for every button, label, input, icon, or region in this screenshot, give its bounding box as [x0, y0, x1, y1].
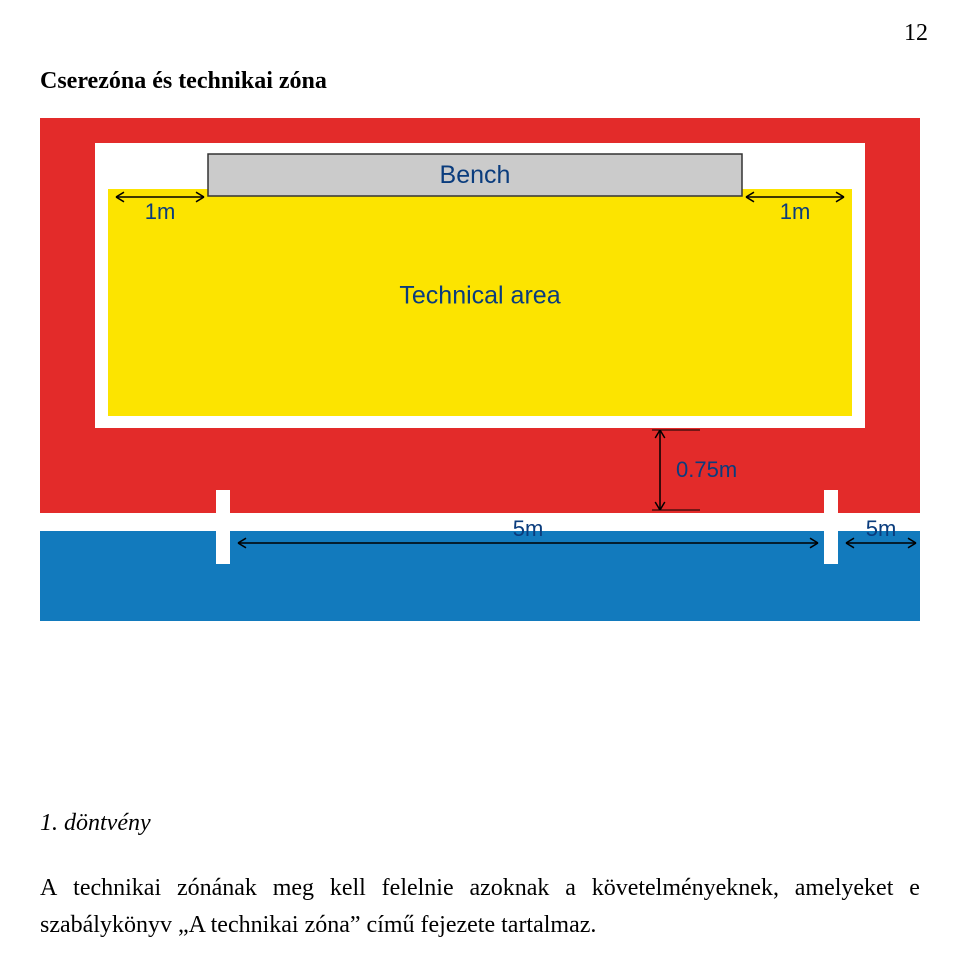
- dim-1m-left: 1m: [145, 199, 176, 224]
- decision-heading: 1. döntvény: [40, 810, 151, 837]
- section-heading: Cserezóna és technikai zóna: [40, 68, 327, 95]
- page-number: 12: [904, 20, 928, 47]
- dim-5m-b: 5m: [866, 516, 897, 541]
- dim-075m: 0.75m: [676, 457, 737, 482]
- paragraph-line1: Atechnikaizónánakmegkellfelelnieazoknaka…: [40, 870, 920, 907]
- paragraph: Atechnikaizónánakmegkellfelelnieazoknaka…: [40, 870, 920, 944]
- paragraph-line2: szabálykönyv „A technikai zóna” című fej…: [40, 907, 920, 944]
- dim-1m-right: 1m: [780, 199, 811, 224]
- technical-area-label: Technical area: [399, 282, 560, 310]
- zone-diagram: Bench Technical area 1m 1m 0.75m 5m 5m: [40, 118, 920, 658]
- dim-5m-a: 5m: [513, 516, 544, 541]
- bench-label: Bench: [440, 161, 511, 189]
